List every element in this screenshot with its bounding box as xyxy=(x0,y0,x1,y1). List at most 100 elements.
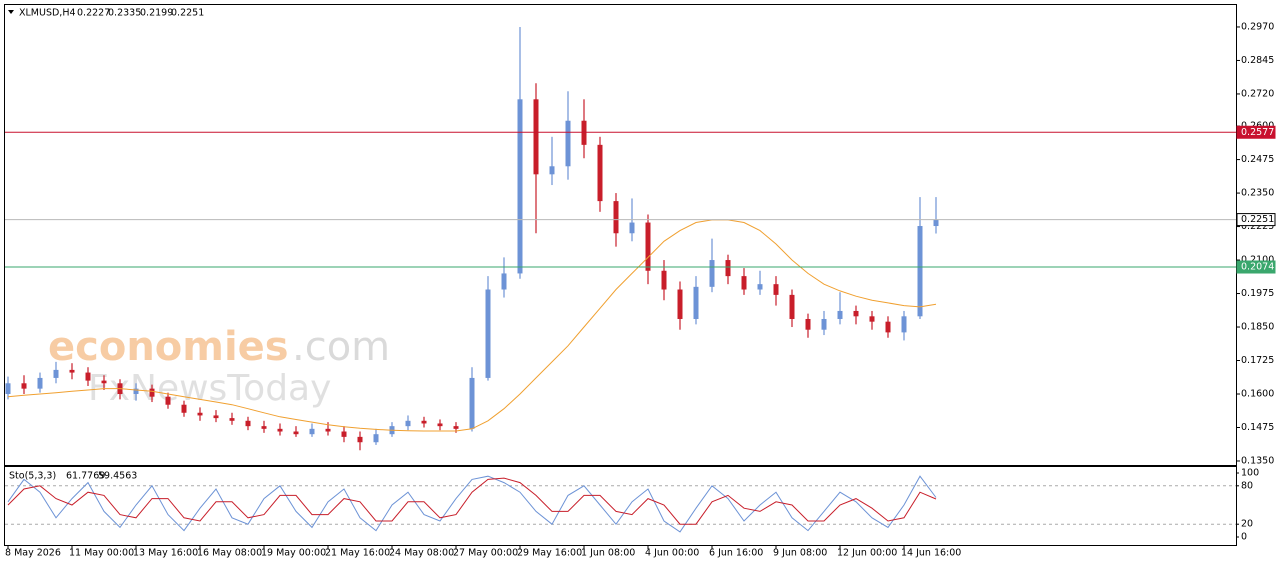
candle-body xyxy=(773,284,779,295)
candle-body xyxy=(149,388,155,397)
main-frame xyxy=(4,4,1237,466)
x-tick-label: 19 May 00:00 xyxy=(261,548,326,559)
indicator-value: 61.7769 xyxy=(66,471,105,482)
candle-body xyxy=(485,289,491,378)
y-tick-label: 0.2845 xyxy=(1241,55,1274,66)
x-tick-label: 14 Jun 16:00 xyxy=(901,548,961,559)
candle-body xyxy=(437,423,443,427)
price-label-box xyxy=(1236,213,1276,227)
y-tick-label: 0.1475 xyxy=(1241,422,1274,433)
x-tick-label: 29 May 16:00 xyxy=(517,548,582,559)
indicator-line xyxy=(7,477,937,525)
y-tick-label: 0.2970 xyxy=(1241,21,1274,32)
candle-body xyxy=(613,201,619,234)
candle-body xyxy=(741,276,747,290)
candle-body xyxy=(917,226,923,317)
candle-body xyxy=(645,222,651,271)
candle-body xyxy=(821,318,827,330)
candle-body xyxy=(181,404,187,413)
candle-body xyxy=(533,99,539,175)
indicator-line xyxy=(7,475,937,533)
candle-body xyxy=(277,428,283,432)
ohlc: 0.2227 xyxy=(77,8,110,19)
menu-arrow[interactable] xyxy=(8,10,14,14)
candle-body xyxy=(357,436,363,443)
candle-body xyxy=(261,426,267,429)
candle-body xyxy=(853,310,859,317)
candle-body xyxy=(133,388,139,395)
watermark-text: FxNewsToday xyxy=(88,368,331,409)
price-label: 0.2577 xyxy=(1241,127,1274,138)
x-tick-label: 21 May 16:00 xyxy=(325,548,390,559)
watermark: economies .com FxNewsToday xyxy=(48,324,390,409)
y-tick-label: 0.1600 xyxy=(1241,389,1274,400)
candle-body xyxy=(341,431,347,437)
x-tick-label: 6 Jun 16:00 xyxy=(709,548,763,559)
y-tick-label: 0.1725 xyxy=(1241,355,1274,366)
price-label: 0.2251 xyxy=(1241,214,1274,225)
candle-body xyxy=(453,426,459,429)
candle-body xyxy=(581,120,587,145)
candle-body xyxy=(197,412,203,416)
candle-body xyxy=(629,222,635,234)
y-tick-label: 20 xyxy=(1241,519,1253,530)
candle-body xyxy=(933,219,939,227)
ohlc: 0.2199 xyxy=(140,8,173,19)
candle-body xyxy=(5,383,11,395)
candle-body xyxy=(469,377,475,429)
candle-body xyxy=(677,289,683,319)
candle-body xyxy=(37,377,43,389)
candle-body xyxy=(69,369,75,373)
candle-body xyxy=(421,420,427,424)
x-tick-label: 24 May 08:00 xyxy=(389,548,454,559)
y-tick-label: 0.1975 xyxy=(1241,288,1274,299)
candle-body xyxy=(597,144,603,202)
candle-body xyxy=(373,434,379,443)
y-tick-label: 0.2225 xyxy=(1241,221,1274,232)
symbol: XLMUSD,H4 xyxy=(19,8,76,19)
x-tick-label: 12 Jun 00:00 xyxy=(837,548,897,559)
candle-body xyxy=(501,273,507,290)
candle-body xyxy=(805,318,811,330)
x-tick-label: 11 May 00:00 xyxy=(69,548,134,559)
y-tick-label: 100 xyxy=(1241,468,1259,479)
candle-body xyxy=(661,270,667,290)
candle-body xyxy=(101,380,107,384)
indicator-frame xyxy=(4,466,1237,546)
candle-body xyxy=(325,428,331,432)
candle-body xyxy=(517,99,523,274)
ohlc: 0.2251 xyxy=(171,8,204,19)
y-tick-label: 0.2475 xyxy=(1241,154,1274,165)
indicator-label: Sto(5,3,3) xyxy=(9,471,56,482)
price-label-box xyxy=(1236,260,1276,274)
candle-body xyxy=(213,415,219,419)
moving-average xyxy=(7,219,937,432)
candle-body xyxy=(789,294,795,319)
candle-body xyxy=(757,284,763,290)
x-tick-label: 9 Jun 08:00 xyxy=(773,548,827,559)
candle-body xyxy=(293,431,299,435)
candle-body xyxy=(709,260,715,287)
x-tick-label: 16 May 08:00 xyxy=(197,548,262,559)
candle-body xyxy=(229,418,235,421)
candle-body xyxy=(693,286,699,319)
candle-body xyxy=(405,420,411,427)
candle-body xyxy=(309,428,315,435)
candle-body xyxy=(53,369,59,378)
watermark-text: economies xyxy=(48,324,289,370)
candle-body xyxy=(565,120,571,167)
candle-body xyxy=(901,316,907,333)
candle-body xyxy=(725,260,731,277)
candle-body xyxy=(869,316,875,322)
y-tick-label: 80 xyxy=(1241,480,1253,491)
y-tick-label: 0.2350 xyxy=(1241,188,1274,199)
y-tick-label: 0 xyxy=(1241,532,1247,543)
y-tick-label: 0.2720 xyxy=(1241,88,1274,99)
candle-body xyxy=(165,396,171,405)
candle-body xyxy=(245,420,251,427)
candle-body xyxy=(549,166,555,175)
price-label: 0.2074 xyxy=(1241,262,1274,273)
x-tick-label: 27 May 00:00 xyxy=(453,548,518,559)
indicator-value: 59.4563 xyxy=(98,471,137,482)
